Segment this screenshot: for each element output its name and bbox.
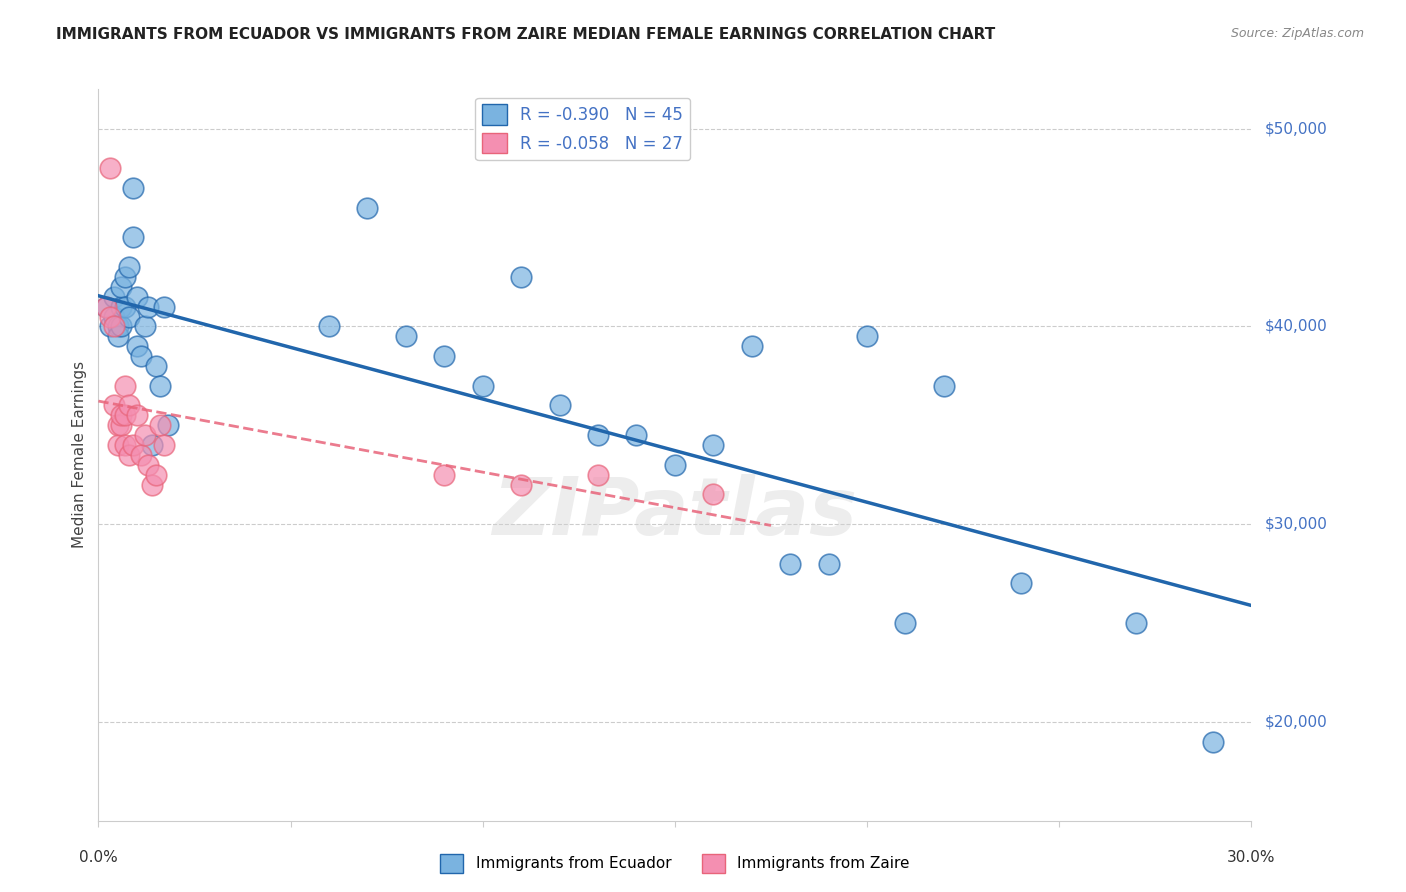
Point: [626, 428, 648, 442]
Point: [433, 349, 456, 363]
Text: 0.0%: 0.0%: [79, 850, 118, 865]
Point: [510, 477, 533, 491]
Point: [103, 290, 125, 304]
Point: [145, 359, 167, 373]
Point: [156, 418, 179, 433]
Point: [98, 310, 121, 324]
Point: [510, 270, 533, 285]
Point: [103, 319, 125, 334]
Point: [98, 161, 121, 176]
Text: 30.0%: 30.0%: [1227, 850, 1275, 865]
Point: [134, 319, 156, 334]
Point: [471, 378, 494, 392]
Point: [110, 409, 132, 423]
Legend: Immigrants from Ecuador, Immigrants from Zaire: Immigrants from Ecuador, Immigrants from…: [434, 848, 915, 879]
Point: [138, 300, 160, 314]
Point: [548, 399, 571, 413]
Point: [107, 329, 129, 343]
Point: [702, 438, 724, 452]
Point: [94, 300, 117, 314]
Point: [318, 319, 340, 334]
Point: [103, 310, 125, 324]
Point: [856, 329, 879, 343]
Point: [103, 399, 125, 413]
Point: [1202, 734, 1225, 748]
Point: [114, 438, 136, 452]
Point: [107, 319, 129, 334]
Point: [356, 201, 378, 215]
Point: [110, 300, 132, 314]
Point: [1125, 615, 1147, 630]
Point: [114, 300, 136, 314]
Point: [141, 438, 163, 452]
Point: [138, 458, 160, 472]
Text: $30,000: $30,000: [1265, 516, 1329, 532]
Point: [149, 378, 172, 392]
Point: [107, 418, 129, 433]
Point: [664, 458, 686, 472]
Point: [586, 467, 609, 482]
Point: [118, 448, 141, 462]
Point: [894, 615, 917, 630]
Point: [110, 280, 132, 294]
Y-axis label: Median Female Earnings: Median Female Earnings: [72, 361, 87, 549]
Point: [94, 300, 117, 314]
Text: IMMIGRANTS FROM ECUADOR VS IMMIGRANTS FROM ZAIRE MEDIAN FEMALE EARNINGS CORRELAT: IMMIGRANTS FROM ECUADOR VS IMMIGRANTS FR…: [56, 27, 995, 42]
Text: $50,000: $50,000: [1265, 121, 1329, 136]
Point: [433, 467, 456, 482]
Text: ZIPatlas: ZIPatlas: [492, 475, 858, 552]
Point: [107, 438, 129, 452]
Point: [122, 438, 145, 452]
Point: [149, 418, 172, 433]
Point: [141, 477, 163, 491]
Point: [134, 428, 156, 442]
Point: [122, 181, 145, 195]
Point: [118, 310, 141, 324]
Point: [779, 557, 801, 571]
Text: $20,000: $20,000: [1265, 714, 1329, 730]
Point: [1010, 576, 1032, 591]
Point: [110, 418, 132, 433]
Point: [152, 300, 174, 314]
Point: [114, 270, 136, 285]
Point: [145, 467, 167, 482]
Point: [817, 557, 839, 571]
Text: Source: ZipAtlas.com: Source: ZipAtlas.com: [1230, 27, 1364, 40]
Point: [741, 339, 763, 353]
Text: $40,000: $40,000: [1265, 319, 1329, 334]
Point: [152, 438, 174, 452]
Point: [125, 290, 148, 304]
Point: [129, 349, 152, 363]
Point: [118, 399, 141, 413]
Point: [122, 230, 145, 244]
Point: [125, 339, 148, 353]
Point: [98, 319, 121, 334]
Point: [125, 409, 148, 423]
Point: [395, 329, 418, 343]
Point: [114, 409, 136, 423]
Point: [118, 260, 141, 274]
Point: [932, 378, 955, 392]
Point: [110, 319, 132, 334]
Point: [586, 428, 609, 442]
Point: [702, 487, 724, 501]
Point: [129, 448, 152, 462]
Point: [114, 378, 136, 392]
